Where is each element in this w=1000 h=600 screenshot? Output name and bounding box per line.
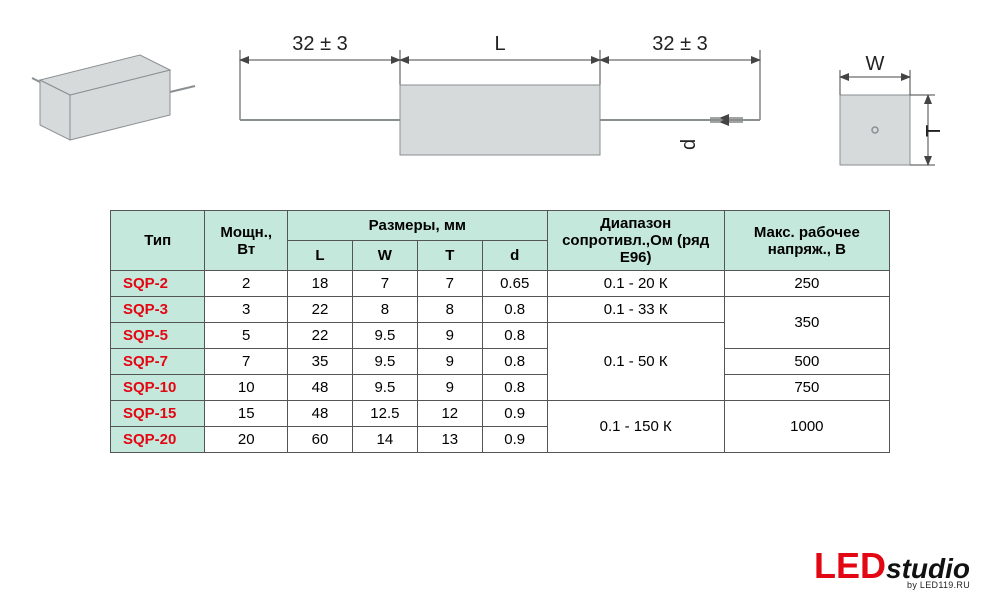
cell-power: 20: [205, 427, 288, 453]
cell-L: 48: [288, 401, 353, 427]
cell-L: 22: [288, 297, 353, 323]
cell-vmax: 500: [724, 349, 889, 375]
lead-left-dim: 32 ± 3: [292, 33, 347, 55]
dimension-diagram: 32 ± 3 L 32 ± 3 d W T: [30, 20, 970, 190]
cell-type: SQP-20: [111, 427, 205, 453]
d-dim-label: d: [678, 139, 700, 150]
cell-W: 7: [352, 271, 417, 297]
cell-L: 35: [288, 349, 353, 375]
T-dim-label: T: [923, 125, 945, 137]
cell-d: 0.8: [482, 375, 547, 401]
cell-d: 0.8: [482, 349, 547, 375]
resistor-end-view: W T: [840, 53, 945, 165]
cell-L: 60: [288, 427, 353, 453]
L-dim-label: L: [494, 33, 505, 55]
cell-power: 3: [205, 297, 288, 323]
col-type: Тип: [111, 211, 205, 271]
cell-power: 2: [205, 271, 288, 297]
cell-type: SQP-15: [111, 401, 205, 427]
cell-W: 14: [352, 427, 417, 453]
table-row: SQP-77359.590.8 500: [111, 349, 890, 375]
cell-T: 7: [417, 271, 482, 297]
logo-led: LED: [814, 545, 886, 586]
table-body: SQP-2218770.650.1 - 20 К250SQP-3322880.8…: [111, 271, 890, 453]
cell-power: 5: [205, 323, 288, 349]
cell-range: 0.1 - 33 К: [547, 297, 724, 323]
col-range: Диапазон сопротивл.,Ом (ряд E96): [547, 211, 724, 271]
diagram-svg: 32 ± 3 L 32 ± 3 d W T: [30, 20, 990, 190]
cell-power: 7: [205, 349, 288, 375]
cell-T: 12: [417, 401, 482, 427]
cell-vmax: 250: [724, 271, 889, 297]
cell-T: 9: [417, 323, 482, 349]
col-L: L: [288, 241, 353, 271]
cell-type: SQP-3: [111, 297, 205, 323]
col-power: Мощн., Вт: [205, 211, 288, 271]
cell-vmax: 1000: [724, 401, 889, 453]
col-vmax: Макс. рабочее напряж., В: [724, 211, 889, 271]
resistor-3d-icon: [32, 55, 195, 140]
col-W: W: [352, 241, 417, 271]
cell-range: 0.1 - 150 К: [547, 401, 724, 453]
cell-L: 22: [288, 323, 353, 349]
W-dim-label: W: [866, 53, 885, 75]
lead-right-dim: 32 ± 3: [652, 33, 707, 55]
col-d: d: [482, 241, 547, 271]
logo-studio: studio: [886, 553, 970, 584]
cell-vmax: 750: [724, 375, 889, 401]
cell-d: 0.65: [482, 271, 547, 297]
cell-power: 15: [205, 401, 288, 427]
resistor-side-view: 32 ± 3 L 32 ± 3 d: [240, 33, 760, 155]
cell-vmax: 350: [724, 297, 889, 349]
cell-L: 48: [288, 375, 353, 401]
cell-T: 8: [417, 297, 482, 323]
col-T: T: [417, 241, 482, 271]
table-row: SQP-3322880.80.1 - 33 К350: [111, 297, 890, 323]
cell-range: 0.1 - 50 К: [547, 323, 724, 401]
cell-W: 9.5: [352, 375, 417, 401]
cell-T: 9: [417, 375, 482, 401]
table-row: SQP-2218770.650.1 - 20 К250: [111, 271, 890, 297]
spec-table: Тип Мощн., Вт Размеры, мм Диапазон сопро…: [110, 210, 890, 453]
cell-W: 9.5: [352, 349, 417, 375]
cell-d: 0.8: [482, 297, 547, 323]
table-row: SQP-1010489.590.8 750: [111, 375, 890, 401]
cell-type: SQP-5: [111, 323, 205, 349]
table-row: SQP-15154812.5120.90.1 - 150 К1000: [111, 401, 890, 427]
logo: LEDstudio by LED119.RU: [814, 550, 970, 590]
cell-type: SQP-2: [111, 271, 205, 297]
cell-d: 0.9: [482, 427, 547, 453]
spec-table-container: Тип Мощн., Вт Размеры, мм Диапазон сопро…: [110, 210, 890, 453]
cell-T: 9: [417, 349, 482, 375]
cell-d: 0.9: [482, 401, 547, 427]
cell-range: 0.1 - 20 К: [547, 271, 724, 297]
cell-W: 12.5: [352, 401, 417, 427]
cell-W: 9.5: [352, 323, 417, 349]
cell-power: 10: [205, 375, 288, 401]
cell-L: 18: [288, 271, 353, 297]
col-dims-group: Размеры, мм: [288, 211, 548, 241]
cell-W: 8: [352, 297, 417, 323]
cell-type: SQP-7: [111, 349, 205, 375]
cell-d: 0.8: [482, 323, 547, 349]
cell-T: 13: [417, 427, 482, 453]
cell-type: SQP-10: [111, 375, 205, 401]
